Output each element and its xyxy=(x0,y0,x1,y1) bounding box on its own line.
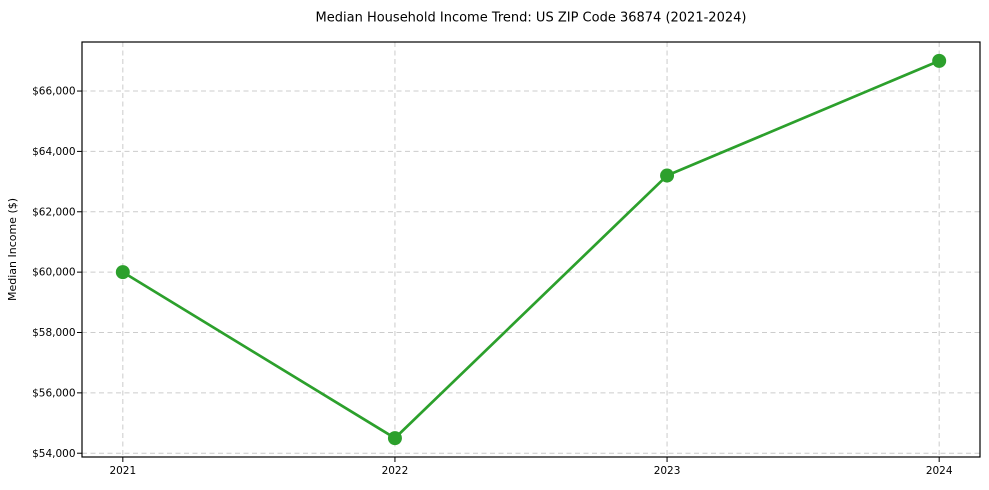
y-tick-label: $56,000 xyxy=(32,387,75,399)
trend-line xyxy=(121,59,941,440)
gridlines xyxy=(82,42,980,457)
y-tick-label: $64,000 xyxy=(32,146,75,158)
x-tick-label: 2024 xyxy=(926,465,953,477)
y-tick-label: $66,000 xyxy=(32,86,75,98)
data-point-marker xyxy=(660,168,675,183)
data-point-marker xyxy=(387,431,402,446)
x-tick-label: 2021 xyxy=(109,465,136,477)
axes-spines xyxy=(81,41,981,458)
y-tick-label: $62,000 xyxy=(32,206,75,218)
data-point-marker xyxy=(115,265,130,280)
y-axis-label: Median Income ($) xyxy=(6,198,19,301)
y-tick-label: $60,000 xyxy=(32,267,75,279)
plot-frame xyxy=(81,41,981,458)
y-tick-label: $54,000 xyxy=(32,448,75,460)
y-tick-label: $58,000 xyxy=(32,327,75,339)
axis-ticks xyxy=(77,90,940,462)
income-series xyxy=(115,53,947,446)
chart-title: Median Household Income Trend: US ZIP Co… xyxy=(316,11,747,26)
data-point-marker xyxy=(932,53,947,68)
x-tick-label: 2022 xyxy=(382,465,409,477)
axis-tick-labels: 2021 2022 2023 2024 $54,000 $56,000 $58,000 $60… xyxy=(32,86,953,477)
x-tick-label: 2023 xyxy=(654,465,681,477)
